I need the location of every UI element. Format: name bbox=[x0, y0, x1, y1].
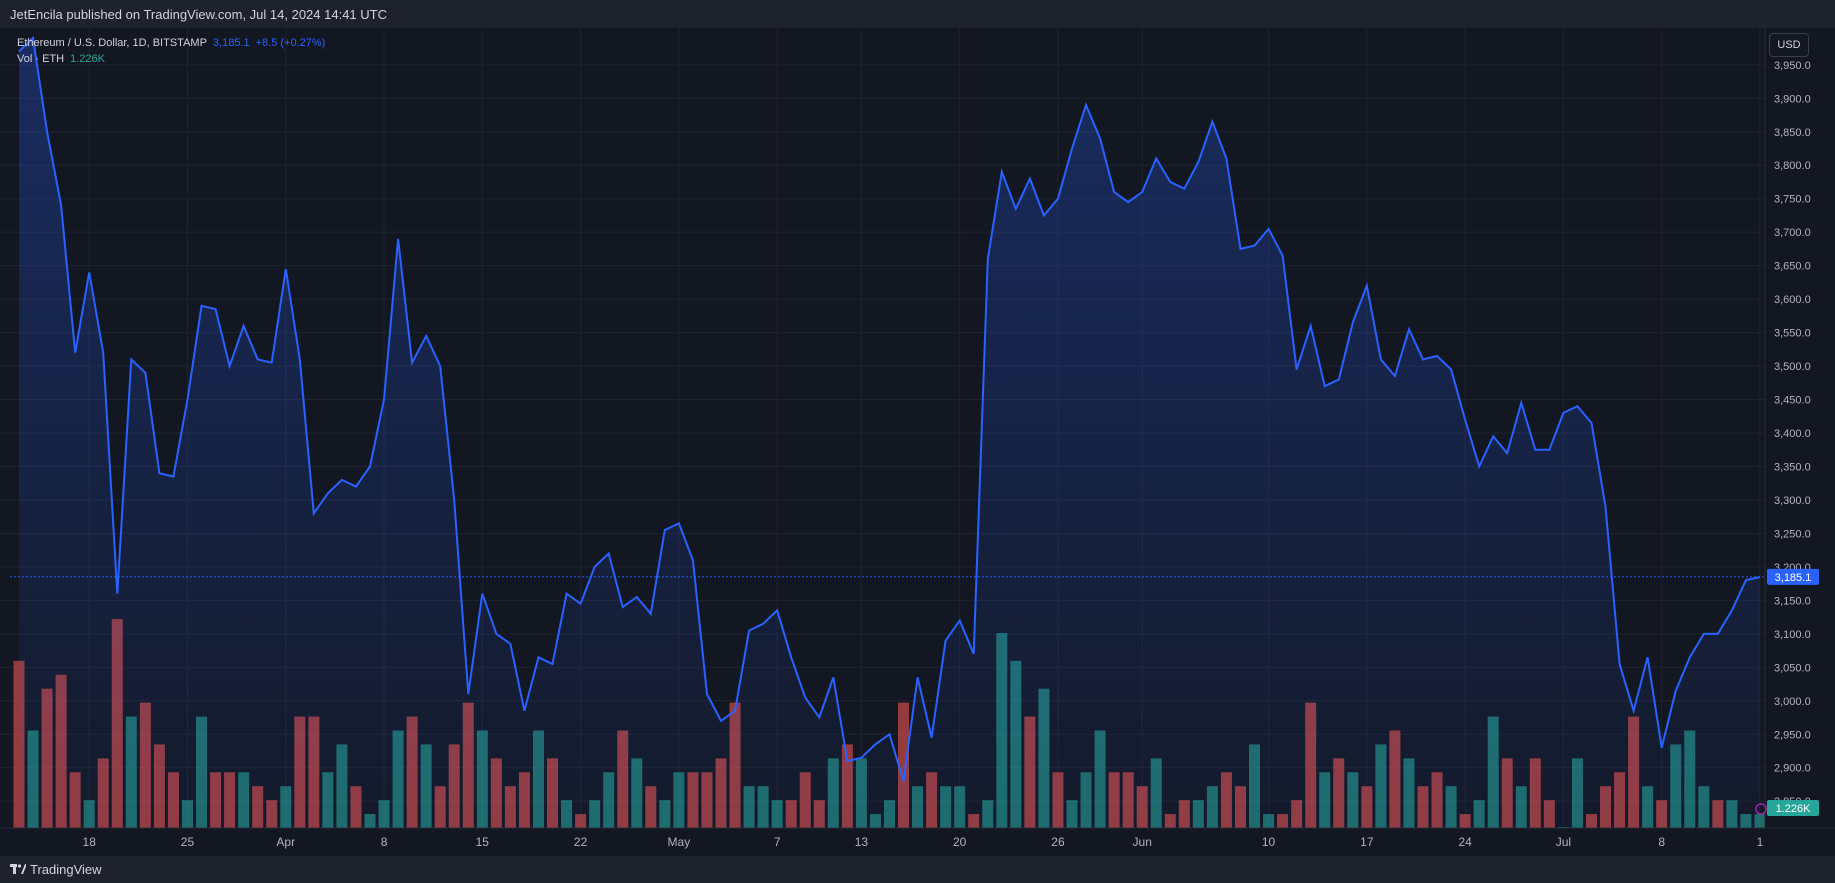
y-tick-label: 3,000.0 bbox=[1774, 696, 1811, 708]
x-tick-label: 8 bbox=[1658, 835, 1665, 849]
volume-value: 1.226K bbox=[70, 53, 105, 65]
chart-area[interactable]: 3,950.0 3,900.0 3,850.0 3,800.0 3,750.0 3,700… bbox=[0, 28, 1835, 856]
y-tick-label: 3,500.0 bbox=[1774, 361, 1811, 373]
y-tick-label: 3,450.0 bbox=[1774, 395, 1811, 407]
top-bar: JetEncila published on TradingView.com, … bbox=[0, 0, 1835, 28]
axis-badges: 3,185.1 1.226K bbox=[1755, 568, 1819, 816]
x-tick-label: 7 bbox=[774, 835, 781, 849]
symbol-title[interactable]: Ethereum / U.S. Dollar, 1D, BITSTAMP bbox=[17, 37, 207, 49]
tradingview-logo-icon[interactable] bbox=[10, 864, 26, 875]
volume-bar bbox=[898, 702, 910, 828]
y-tick-label: 3,900.0 bbox=[1774, 93, 1811, 105]
y-tick-label: 3,850.0 bbox=[1774, 127, 1811, 139]
x-tick-label: 20 bbox=[953, 835, 967, 849]
x-tick-label: Jun bbox=[1133, 835, 1152, 849]
price-line bbox=[18, 35, 1761, 782]
x-tick-label: 26 bbox=[1051, 835, 1065, 849]
last-volume-badge bbox=[1767, 800, 1819, 816]
x-tick-label: 18 bbox=[83, 835, 97, 849]
legend-change: +8.5 (+0.27%) bbox=[255, 37, 326, 49]
x-tick-label: 13 bbox=[855, 835, 869, 849]
last-volume-label: 1.226K bbox=[1776, 803, 1812, 815]
y-tick-label: 3,150.0 bbox=[1774, 595, 1811, 607]
price-chart[interactable]: 3,950.0 3,900.0 3,850.0 3,800.0 3,750.0 3,700… bbox=[0, 28, 1835, 856]
x-tick-label: Apr bbox=[276, 835, 295, 849]
y-tick-label: 3,650.0 bbox=[1774, 261, 1811, 273]
y-tick-label: 3,350.0 bbox=[1774, 461, 1811, 473]
legend-price: 3,185.1 bbox=[212, 37, 250, 49]
currency-button[interactable]: USD bbox=[1769, 33, 1809, 57]
x-tick-label: 22 bbox=[574, 835, 588, 849]
x-tick-label: Jul bbox=[1556, 835, 1571, 849]
price-axis: 3,950.0 3,900.0 3,850.0 3,800.0 3,750.0 3,700… bbox=[1774, 60, 1811, 808]
y-tick-label: 3,800.0 bbox=[1774, 160, 1811, 172]
y-tick-label: 3,100.0 bbox=[1774, 629, 1811, 641]
x-tick-label: 24 bbox=[1458, 835, 1472, 849]
y-tick-label: 3,400.0 bbox=[1774, 428, 1811, 440]
price-area bbox=[19, 38, 1760, 828]
x-tick-label: 8 bbox=[381, 835, 388, 849]
time-axis: 18 25 Apr 8 15 22 May 7 13 20 26 Jun 10 17 24 Jul 8 1 bbox=[83, 835, 1764, 849]
last-price-label: 3,185.1 bbox=[1775, 572, 1812, 584]
x-tick-label: 25 bbox=[181, 835, 195, 849]
x-tick-label: 17 bbox=[1360, 835, 1374, 849]
y-tick-label: 3,950.0 bbox=[1774, 60, 1811, 72]
y-tick-label: 2,950.0 bbox=[1774, 729, 1811, 741]
y-tick-label: 3,300.0 bbox=[1774, 495, 1811, 507]
y-tick-label: 3,600.0 bbox=[1774, 294, 1811, 306]
tradingview-brand[interactable]: TradingView bbox=[30, 862, 102, 877]
y-tick-label: 3,050.0 bbox=[1774, 662, 1811, 674]
volume-label[interactable]: Vol · ETH bbox=[17, 53, 65, 65]
last-price-badge bbox=[1767, 568, 1819, 585]
x-tick-label: 10 bbox=[1262, 835, 1276, 849]
y-tick-label: 2,900.0 bbox=[1774, 763, 1811, 775]
x-tick-label: 15 bbox=[476, 835, 490, 849]
y-tick-label: 3,750.0 bbox=[1774, 194, 1811, 206]
x-tick-label: May bbox=[668, 835, 691, 849]
y-tick-label: 3,700.0 bbox=[1774, 227, 1811, 239]
chart-legend: Ethereum / U.S. Dollar, 1D, BITSTAMP 3,18… bbox=[17, 35, 325, 67]
x-tick-label: 1 bbox=[1757, 835, 1764, 849]
scroll-marker-icon bbox=[1755, 803, 1767, 815]
y-tick-label: 3,250.0 bbox=[1774, 528, 1811, 540]
bottom-bar: TradingView bbox=[0, 856, 1835, 883]
y-tick-label: 3,550.0 bbox=[1774, 328, 1811, 340]
publisher-info: JetEncila published on TradingView.com, … bbox=[10, 7, 387, 22]
